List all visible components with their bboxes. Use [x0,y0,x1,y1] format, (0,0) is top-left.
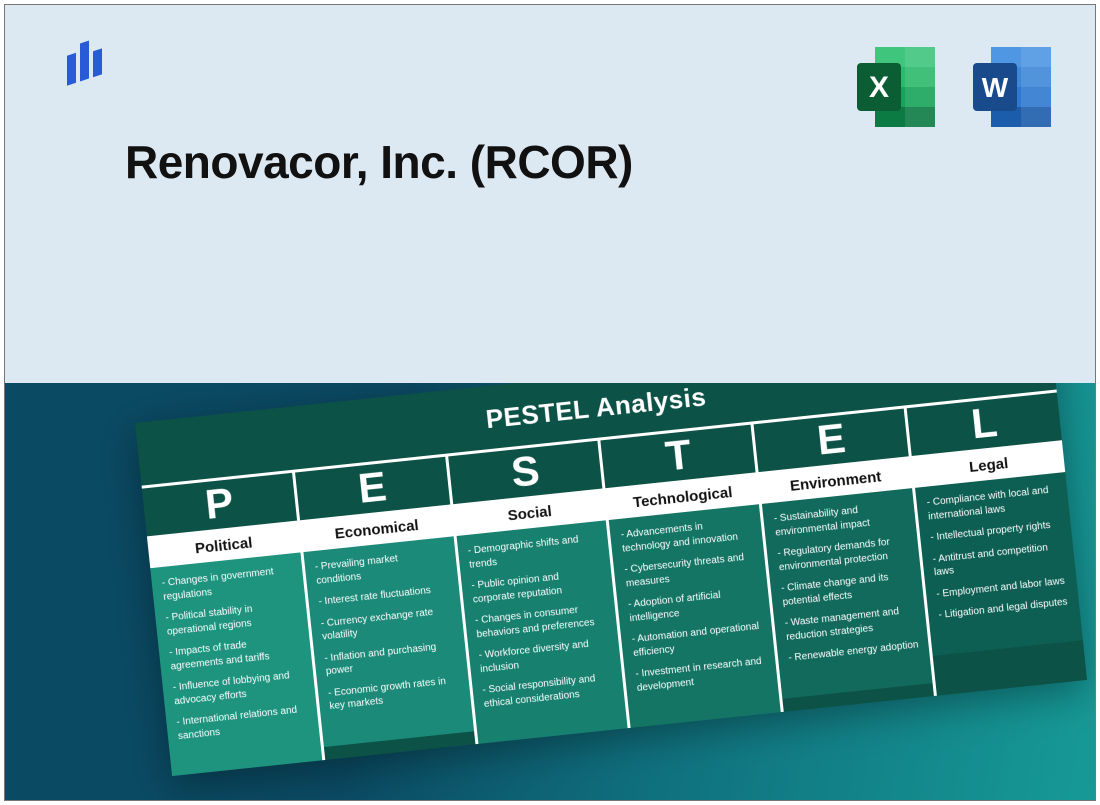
list-item: - Waste management and reduction strateg… [784,604,917,645]
column-items: - Demographic shifts and trends- Public … [456,520,628,744]
list-item: - Political stability in operational reg… [165,598,298,639]
excel-letter: X [869,71,889,104]
list-item: - Antitrust and competition laws [932,539,1065,580]
list-item: - Regulatory demands for environmental p… [777,534,910,575]
pestel-column-technological: TTechnological- Advancements in technolo… [598,422,782,728]
pestel-column-environment: EEnvironment- Sustainability and environ… [751,406,935,712]
list-item: - Automation and operational efficiency [631,620,764,661]
list-item: - Economic growth rates in key markets [327,673,460,714]
list-item: - Changes in government regulations [161,563,294,604]
list-item: - Currency exchange rate volatility [320,604,453,645]
infographic-frame: Renovacor, Inc. (RCOR) X [4,4,1096,801]
app-icons-row: X W [851,41,1059,133]
column-items: - Changes in government regulations- Pol… [150,552,322,776]
list-item: - Renewable energy adoption [788,638,920,665]
pestel-column-legal: LLegal- Compliance with local and intern… [904,389,1088,695]
list-item: - Investment in research and development [635,654,768,695]
excel-icon: X [851,41,943,133]
list-item: - Litigation and legal disputes [938,595,1070,622]
page-title: Renovacor, Inc. (RCOR) [125,135,633,189]
list-item: - Workforce diversity and inclusion [478,636,611,677]
list-item: - Changes in consumer behaviors and pref… [475,601,608,642]
word-icon: W [967,41,1059,133]
list-item: - International relations and sanctions [176,703,309,744]
list-item: - Advancements in technology and innovat… [620,515,753,556]
column-items: - Compliance with local and internationa… [915,472,1083,655]
list-item: - Compliance with local and internationa… [926,483,1059,524]
list-item: - Sustainability and environmental impac… [773,499,906,540]
list-item: - Influence of lobbying and advocacy eff… [172,668,305,709]
pestel-column-economical: EEconomical- Prevailing market condition… [292,454,476,760]
list-item: - Demographic shifts and trends [467,531,600,572]
header-area: Renovacor, Inc. (RCOR) X [5,5,1095,383]
list-item: - Prevailing market conditions [314,547,447,588]
column-items: - Sustainability and environmental impac… [762,488,932,698]
pestel-card: PESTEL Analysis PPolitical- Changes in g… [135,383,1087,776]
column-items: - Prevailing market conditions- Interest… [303,536,473,746]
list-item: - Public opinion and corporate reputatio… [471,566,604,607]
column-items: - Advancements in technology and innovat… [609,504,781,728]
brand-logo-icon [63,39,107,91]
list-item: - Impacts of trade agreements and tariff… [169,633,302,674]
content-area: PESTEL Analysis PPolitical- Changes in g… [5,383,1095,801]
list-item: - Social responsibility and ethical cons… [482,670,615,711]
pestel-card-wrap: PESTEL Analysis PPolitical- Changes in g… [135,383,1087,776]
list-item: - Adoption of artificial intelligence [628,585,761,626]
pestel-column-political: PPolitical- Changes in government regula… [142,470,323,776]
list-item: - Cybersecurity threats and measures [624,550,757,591]
pestel-column-social: SSocial- Demographic shifts and trends- … [445,438,629,744]
word-letter: W [982,72,1009,103]
list-item: - Inflation and purchasing power [324,638,457,679]
list-item: - Climate change and its potential effec… [781,569,914,610]
